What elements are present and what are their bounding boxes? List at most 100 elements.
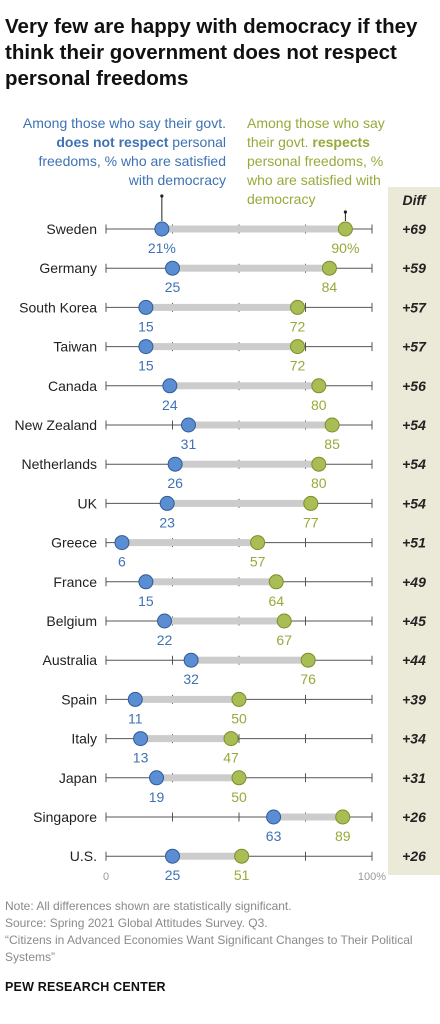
value-label-respects: 76 [300,671,316,687]
connector-bar [273,813,343,821]
connector-bar [145,578,277,586]
country-label: Netherlands [22,456,98,472]
dot-respects [290,299,306,315]
note-text: Note: All differences shown are statisti… [5,899,292,913]
dot-not-respect [162,378,178,394]
country-label: Germany [39,260,97,276]
value-label-not-respect: 15 [138,358,154,374]
connector-bar [145,343,298,351]
value-label-respects: 77 [303,514,319,530]
dot-respects [268,574,284,590]
diff-value: +69 [402,221,426,237]
value-label-not-respect: 6 [118,554,126,570]
legend-respects: Among those who say their govt. respects… [247,114,387,209]
value-label-not-respect: 63 [266,828,282,844]
value-label-not-respect: 25 [165,279,181,295]
country-label: Singapore [33,809,97,825]
legend-respects-post: personal freedoms, % who are satisfied w… [247,153,384,207]
value-label-respects: 84 [322,279,338,295]
connector-bar [191,656,309,664]
axis-tick-label-min: 0 [103,871,109,883]
dot-not-respect [157,613,173,629]
country-label: Spain [61,691,97,707]
legend-not-respect-bold: does not respect [56,134,169,150]
diff-value: +59 [402,260,426,276]
value-label-respects: 80 [311,397,327,413]
dot-respects [231,691,247,707]
dot-not-respect [165,260,180,276]
dot-not-respect [159,495,175,511]
connector-bar [167,499,311,507]
dot-respects [290,339,306,355]
value-label-not-respect: 31 [181,436,197,452]
diff-value: +54 [402,417,426,433]
connector-bar [135,695,239,703]
dot-not-respect [138,299,154,315]
connector-bar [145,303,298,311]
diff-value: +57 [402,339,427,355]
diff-band [388,187,440,875]
country-label: France [53,574,97,590]
value-label-not-respect: 21% [148,240,176,256]
value-label-respects: 72 [290,358,306,374]
connector-bar [140,735,232,743]
dot-respects [223,731,239,747]
connector-bar [172,852,242,860]
dot-not-respect [266,809,282,825]
connector-bar [172,264,330,272]
dot-not-respect [114,535,130,551]
value-label-not-respect: 15 [138,318,154,334]
legend-not-respect-pre: Among those who say their govt. [22,115,226,131]
dot-plot: Sweden 21% 90% +69 Germany 25 84 +59 South Korea… [15,187,440,883]
value-label-not-respect: 23 [159,514,175,530]
dot-not-respect [138,574,154,590]
value-label-respects: 57 [250,554,266,570]
value-label-not-respect: 11 [128,710,143,726]
country-label: UK [78,495,98,511]
country-label: U.S. [70,848,97,864]
dot-not-respect [127,691,143,707]
legend-respects-pre: Among those who say their govt. [247,115,385,150]
value-label-not-respect: 22 [157,632,173,648]
dot-respects [321,260,337,276]
dot-not-respect [149,770,165,786]
dot-not-respect [138,339,154,355]
diff-value: +39 [402,691,426,707]
dot-not-respect [133,731,149,747]
dot-not-respect [154,221,170,237]
diff-value: +34 [402,731,426,747]
value-label-not-respect: 19 [149,789,165,805]
diff-value: +45 [402,613,426,629]
value-label-not-respect: 26 [167,475,183,491]
diff-value: +54 [402,495,426,511]
diff-header: Diff [402,192,426,208]
connector-bar [156,774,239,782]
connector-bar [175,460,319,468]
value-label-respects: 51 [234,867,250,883]
dot-not-respect [167,456,183,472]
value-label-not-respect: 15 [138,593,154,609]
diff-value: +56 [402,378,426,394]
diff-value: +26 [402,809,426,825]
diff-value: +26 [402,848,426,864]
value-label-not-respect: 25 [165,867,181,883]
dot-respects [311,456,327,472]
value-label-respects: 47 [223,750,239,766]
dot-respects [303,495,319,511]
notes: Note: All differences shown are statisti… [5,898,435,966]
country-label: Australia [43,652,98,668]
diff-value: +57 [402,299,427,315]
pew-credit: PEW RESEARCH CENTER [5,980,166,994]
value-label-respects: 90% [331,240,359,256]
dot-respects [324,417,340,433]
value-label-respects: 85 [324,436,340,452]
legend-pointer-dot-respects [343,210,347,214]
country-label: Italy [71,731,97,747]
dot-respects [311,378,327,394]
dot-respects [276,613,292,629]
country-label: Taiwan [53,339,97,355]
connector-bar [121,539,258,547]
diff-value: +49 [402,574,426,590]
axis-tick-label-max: 100% [358,871,386,883]
country-label: Sweden [46,221,97,237]
